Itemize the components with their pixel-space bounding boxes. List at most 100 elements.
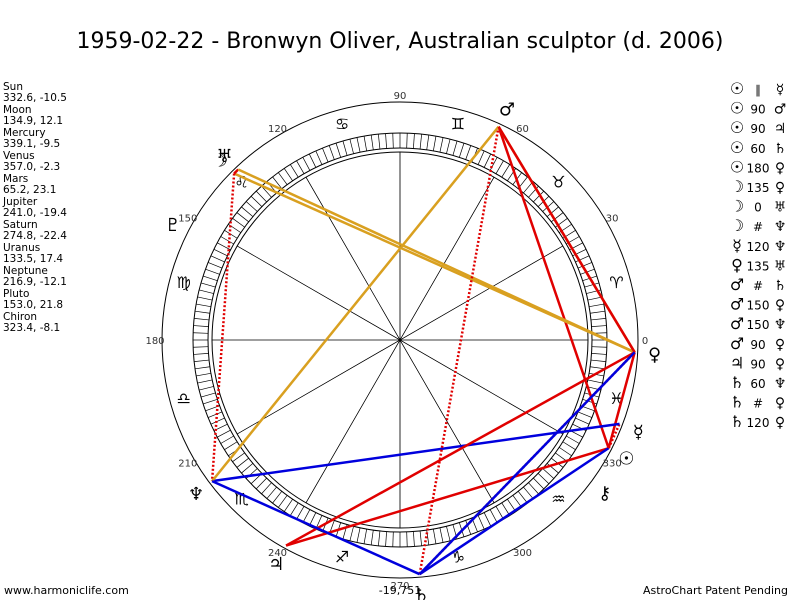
ring-tick — [432, 136, 437, 151]
aspect-a: ♀ — [731, 255, 743, 274]
aspect-line — [211, 125, 500, 482]
ring-tick — [250, 195, 263, 207]
ring-tick — [217, 429, 231, 438]
ring-tick — [349, 139, 354, 154]
ring-tick — [419, 134, 422, 150]
planet-coords: 153.0, 21.8 — [3, 299, 63, 311]
ring-tick — [241, 206, 254, 217]
ring-tick — [200, 392, 216, 398]
aspect-a: ♄ — [730, 412, 744, 431]
ring-tick — [194, 366, 210, 370]
planet-coords: 134.9, 12.1 — [3, 115, 63, 127]
ring-tick — [546, 206, 559, 217]
ring-tick — [356, 527, 361, 543]
ring-tick — [210, 417, 225, 425]
ring-tick — [220, 236, 234, 245]
aspect-b: ♃ — [774, 121, 787, 137]
ring-tick — [452, 140, 458, 156]
degree-label: 270 — [390, 581, 409, 592]
aspect-b: ♀ — [775, 396, 785, 412]
ring-tick — [241, 463, 254, 474]
aspect-a: ♂ — [730, 295, 744, 314]
degree-label: 180 — [145, 336, 164, 347]
ring-tick — [590, 359, 606, 362]
degree-label: 30 — [606, 214, 619, 225]
ring-tick — [296, 160, 305, 174]
ring-tick — [512, 495, 522, 508]
aspect-type: 135 — [747, 181, 770, 195]
ring-tick — [465, 520, 472, 535]
aspect-a: ☉ — [730, 79, 744, 98]
ring-tick — [584, 282, 600, 288]
aspect-b: ♀ — [775, 298, 785, 314]
ring-tick — [302, 157, 311, 171]
ring-tick — [328, 145, 335, 160]
ring-tick — [590, 366, 606, 370]
planet-glyph: ♃ — [268, 554, 284, 575]
aspect-line — [285, 351, 636, 547]
ring-tick — [495, 506, 504, 520]
aspect-line — [285, 446, 609, 547]
sign-glyph: ♎ — [176, 389, 190, 408]
ring-tick — [322, 147, 329, 163]
ring-tick — [528, 482, 539, 495]
sign-glyph: ♊ — [451, 115, 465, 134]
planet-name: Saturn — [3, 219, 38, 231]
ring-tick — [193, 325, 209, 327]
ring-tick — [200, 282, 216, 288]
aspect-type: 60 — [750, 142, 765, 156]
ring-tick — [439, 137, 444, 153]
ring-tick — [197, 379, 213, 384]
ring-tick — [302, 509, 311, 523]
aspect-b: ♀ — [775, 356, 785, 372]
sign-glyph: ♐ — [335, 547, 349, 566]
ring-tick — [378, 134, 381, 150]
footer-center: -19,751 — [379, 584, 421, 597]
aspect-line — [418, 351, 636, 576]
ring-tick — [501, 502, 510, 516]
aspect-a: ☉ — [730, 118, 744, 137]
ring-tick — [566, 435, 580, 444]
ring-tick — [542, 201, 555, 212]
ring — [161, 101, 639, 579]
aspect-a: ♄ — [730, 373, 744, 392]
planet-glyph: ♂ — [499, 100, 515, 121]
ring-tick — [465, 145, 472, 160]
ring-tick — [205, 268, 220, 275]
ring-tick — [432, 529, 437, 544]
aspect-type: 60 — [750, 377, 765, 391]
planet-coords: 357.0, -2.3 — [3, 161, 60, 173]
ring-tick — [207, 262, 223, 269]
ring-tick — [308, 153, 317, 168]
aspect-type: 90 — [750, 357, 765, 371]
ring-tick — [458, 143, 465, 158]
aspect-b: ♆ — [774, 219, 787, 235]
aspect-b: ♀ — [775, 337, 785, 353]
ring-tick — [199, 386, 214, 391]
ring-tick — [575, 255, 590, 263]
ring-tick — [542, 468, 555, 479]
ring-tick — [558, 447, 572, 457]
sign-glyph: ♉ — [551, 173, 565, 192]
footer-right: AstroChart Patent Pending — [643, 584, 788, 597]
aspect-a: ♂ — [730, 334, 744, 353]
aspect-b: ♆ — [774, 376, 787, 392]
ring-tick — [261, 185, 272, 198]
planet-name: Mercury — [3, 127, 46, 139]
degree-label: 240 — [268, 548, 287, 559]
planet-name: Uranus — [3, 242, 40, 254]
ring-tick — [587, 379, 603, 384]
ring-tick — [349, 526, 354, 541]
ring-tick — [363, 529, 368, 544]
ring-tick — [591, 325, 607, 327]
ring-tick — [489, 509, 498, 523]
ring-tick — [283, 168, 293, 182]
ring-tick — [589, 303, 604, 308]
ring-tick — [537, 473, 550, 485]
planet-coords: 216.9, -12.1 — [3, 276, 67, 288]
degree-label: 330 — [603, 459, 622, 470]
aspect-a: ♂ — [730, 314, 744, 333]
ring-tick — [591, 353, 607, 355]
planet-name: Jupiter — [2, 196, 38, 208]
